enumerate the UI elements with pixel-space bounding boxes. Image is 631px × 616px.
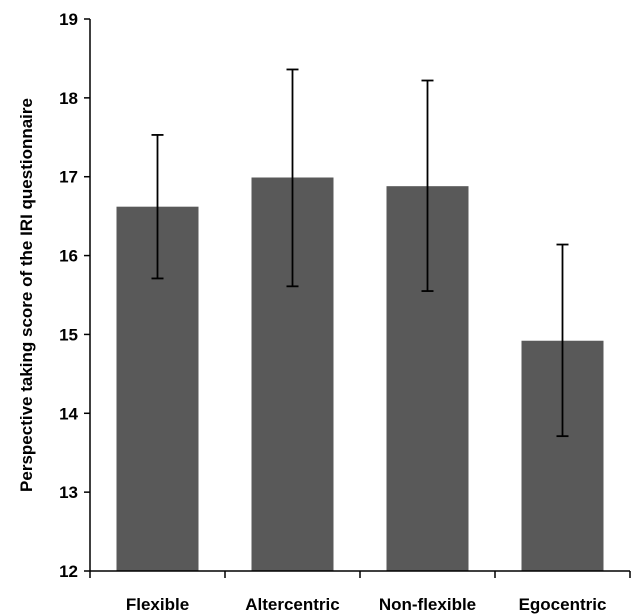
y-tick-label-17: 17 [59, 168, 78, 187]
error-bar-non-flexible [421, 79, 434, 292]
x-axis-ticks [89, 571, 631, 578]
category-label-altercentric: Altercentric [245, 595, 339, 614]
category-labels: Flexible Altercentric Non-flexible Egocentr… [126, 595, 607, 614]
category-label-non-flexible: Non-flexible [379, 595, 476, 614]
y-tick-label-14: 14 [59, 404, 78, 423]
error-bar-egocentric [556, 243, 569, 438]
category-label-egocentric: Egocentric [519, 595, 607, 614]
y-tick-label-13: 13 [59, 483, 78, 502]
y-axis-title: Perspective taking score of the IRI ques… [17, 98, 36, 492]
y-tick-label-18: 18 [59, 89, 78, 108]
bars [116, 177, 604, 572]
y-tick-label-12: 12 [59, 562, 78, 581]
y-tick-label-19: 19 [59, 10, 78, 29]
error-bars [151, 68, 569, 438]
y-tick-label-15: 15 [59, 325, 78, 344]
error-bar-altercentric [286, 68, 299, 288]
category-label-flexible: Flexible [126, 595, 189, 614]
y-axis-ticks: 12 13 14 15 16 17 18 19 [59, 10, 90, 581]
y-tick-label-16: 16 [59, 247, 78, 266]
error-bar-flexible [151, 134, 164, 280]
